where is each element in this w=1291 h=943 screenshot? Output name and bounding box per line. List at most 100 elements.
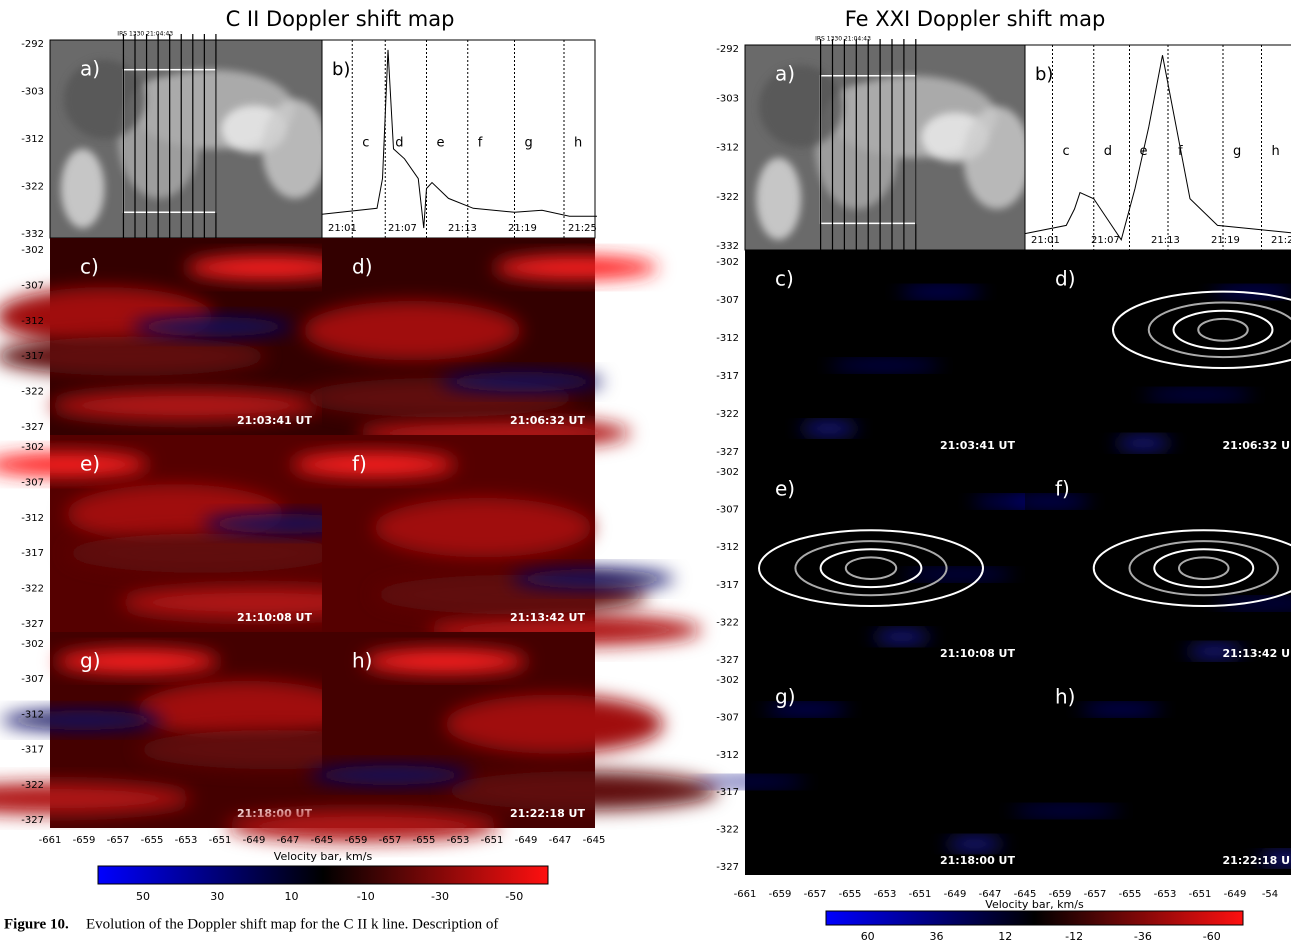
map-feature xyxy=(439,371,604,392)
time-label: 21:25 xyxy=(568,223,597,234)
y-tick-label: -317 xyxy=(21,351,44,362)
x-tick-label: -655 xyxy=(1119,889,1142,900)
colorbar-label: Velocity bar, km/s xyxy=(985,898,1084,911)
x-tick-label: -661 xyxy=(39,835,62,846)
x-tick-label: -659 xyxy=(1049,889,1072,900)
y-tick-label: -302 xyxy=(716,467,739,478)
y-tick-label: -327 xyxy=(21,815,44,826)
y-tick-label: -312 xyxy=(21,316,44,327)
timestamp: 21:03:41 UT xyxy=(940,439,1015,452)
instrument-label: IRS 1330 21:04:43 xyxy=(117,31,173,38)
map-feature xyxy=(131,316,295,337)
map-feature xyxy=(186,255,350,280)
timestamp: 21:10:08 UT xyxy=(237,611,312,624)
map-feature xyxy=(373,498,593,558)
image-feature xyxy=(759,65,843,148)
panel-label: e) xyxy=(775,477,795,501)
marker-label: d xyxy=(395,135,403,150)
y-tick-label: -327 xyxy=(21,422,44,433)
y-tick-label: -322 xyxy=(21,780,44,791)
panel-label: g) xyxy=(80,649,101,673)
map-feature xyxy=(510,568,675,589)
panel-label: d) xyxy=(1055,267,1076,291)
colorbar xyxy=(825,910,1244,926)
time-label: 21:01 xyxy=(1031,235,1060,246)
x-tick-label: -645 xyxy=(311,835,334,846)
lightcurve xyxy=(321,49,597,229)
marker-label: c xyxy=(362,135,369,150)
map-feature xyxy=(137,681,355,740)
colorbar-tick-label: 30 xyxy=(210,890,224,903)
x-tick-label: -653 xyxy=(175,835,198,846)
panel-label: c) xyxy=(775,267,794,291)
y-tick-label: -332 xyxy=(21,229,44,240)
image-feature xyxy=(63,59,146,139)
x-tick-label: -649 xyxy=(944,889,967,900)
y-tick-label: -292 xyxy=(716,44,739,55)
timestamp: 21:22:18 U xyxy=(1223,854,1290,867)
x-tick-label: -647 xyxy=(979,889,1002,900)
y-tick-label: -307 xyxy=(21,674,44,685)
y-tick-label: -327 xyxy=(716,655,739,666)
x-tick-label: -653 xyxy=(1154,889,1177,900)
colorbar-tick-label: 50 xyxy=(136,890,150,903)
x-tick-label: -651 xyxy=(481,835,504,846)
map-feature xyxy=(1258,853,1291,864)
y-tick-label: -322 xyxy=(716,825,739,836)
map-feature xyxy=(226,810,500,842)
y-tick-label: -302 xyxy=(21,442,44,453)
x-tick-label: -659 xyxy=(345,835,368,846)
panel-label: f) xyxy=(352,452,367,476)
colorbar-tick-label: 10 xyxy=(285,890,299,903)
map-feature xyxy=(1,710,165,730)
map-feature xyxy=(0,782,192,815)
x-tick-label: -657 xyxy=(1084,889,1107,900)
time-label: 21:13 xyxy=(1151,235,1180,246)
x-tick-label: -647 xyxy=(277,835,300,846)
doppler-map xyxy=(1025,460,1291,668)
y-tick-label: -307 xyxy=(716,505,739,516)
marker-label: h xyxy=(574,135,582,150)
lightcurve xyxy=(1024,55,1291,241)
time-label: 21:07 xyxy=(1091,235,1120,246)
x-tick-label: -645 xyxy=(1014,889,1037,900)
map-feature xyxy=(1115,437,1171,449)
y-tick-label: -322 xyxy=(716,617,739,628)
marker-label: f xyxy=(478,135,483,150)
panel-label: g) xyxy=(775,685,796,709)
x-tick-label: -647 xyxy=(549,835,572,846)
doppler-map xyxy=(1025,668,1291,875)
map-feature xyxy=(946,838,1003,850)
x-tick-label: -657 xyxy=(379,835,402,846)
marker-label: g xyxy=(1233,144,1241,159)
map-feature xyxy=(1143,390,1254,400)
map-feature xyxy=(50,389,322,422)
x-tick-label: -649 xyxy=(243,835,266,846)
colorbar-tick-label: -10 xyxy=(357,890,375,903)
map-feature xyxy=(66,533,339,573)
map-feature xyxy=(694,777,807,786)
y-tick-label: -317 xyxy=(716,371,739,382)
y-tick-label: -322 xyxy=(716,192,739,203)
y-tick-label: -312 xyxy=(21,709,44,720)
y-tick-label: -302 xyxy=(716,675,739,686)
timestamp: 21:10:08 UT xyxy=(940,647,1015,660)
x-tick-label: -649 xyxy=(515,835,538,846)
x-tick-label: -657 xyxy=(107,835,130,846)
contour xyxy=(844,556,898,580)
contour xyxy=(1172,309,1274,350)
x-tick-label: -659 xyxy=(73,835,96,846)
y-tick-label: -317 xyxy=(716,787,739,798)
map-feature xyxy=(55,649,219,674)
colorbar-label: Velocity bar, km/s xyxy=(274,850,373,863)
marker-label: h xyxy=(1272,144,1280,159)
marker-label: e xyxy=(437,135,445,150)
image-feature xyxy=(963,106,1031,209)
map-feature xyxy=(444,771,718,811)
lightcurve-frame xyxy=(321,39,596,239)
contour xyxy=(819,548,923,589)
contour xyxy=(1128,540,1279,597)
colorbar-tick-label: -36 xyxy=(1134,930,1152,943)
timestamp: 21:06:32 UT xyxy=(510,414,585,427)
marker-label: d xyxy=(1104,144,1112,159)
